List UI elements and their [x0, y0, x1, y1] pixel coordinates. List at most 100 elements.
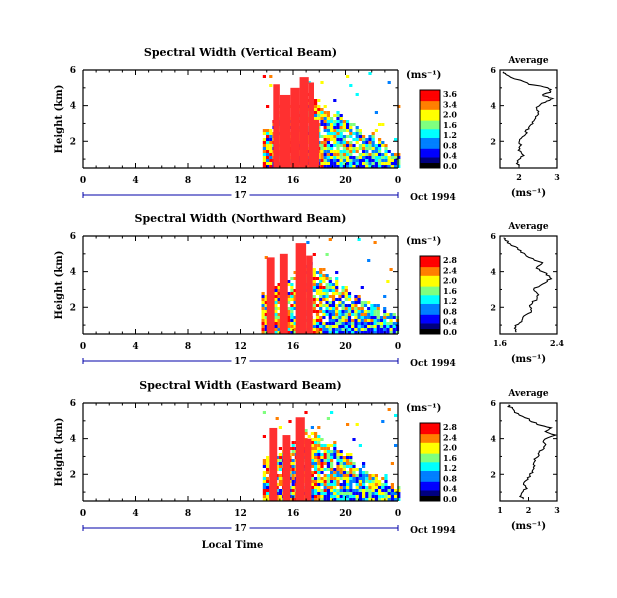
heatmap-cell [339, 126, 343, 129]
heatmap-cell [333, 153, 337, 156]
heatmap-cell [325, 292, 329, 295]
heatmap-cell [278, 480, 282, 483]
heatmap-cell [373, 331, 377, 334]
heatmap-cell [333, 474, 337, 477]
colorbar-tick-label: 1.2 [443, 296, 457, 306]
colorbar-segment [420, 433, 440, 437]
heatmap-cell [374, 474, 378, 477]
colorbar-segment [420, 150, 440, 154]
heatmap-cell [269, 156, 273, 159]
heatmap-cell [319, 304, 323, 307]
average-frame [499, 235, 558, 335]
y-tick-label: 2 [70, 303, 76, 313]
heatmap-cell [376, 331, 380, 334]
heatmap-cell [397, 153, 401, 156]
heatmap-cell [346, 498, 350, 501]
heatmap-cell [330, 495, 334, 498]
y-axis-label: Height (km) [54, 418, 65, 487]
high-width-column [295, 417, 305, 501]
heatmap-cell [335, 283, 339, 286]
heatmap-cell [320, 111, 324, 114]
heatmap-cell [349, 471, 353, 474]
heatmap-cell [262, 159, 266, 162]
heatmap-cell [333, 495, 337, 498]
colorbar-segment [420, 429, 440, 432]
heatmap-cell [351, 322, 355, 325]
day-label: 17 [234, 524, 247, 534]
heatmap-cell [274, 328, 278, 331]
heatmap-cell [326, 162, 330, 165]
heatmap-cell [291, 459, 295, 462]
average-y-tick-label: 2 [490, 302, 496, 312]
heatmap-cell [336, 147, 340, 150]
heatmap-cell [326, 447, 330, 450]
heatmap-cell [335, 292, 339, 295]
average-y-tick-label: 6 [490, 398, 496, 408]
heatmap-cell [374, 111, 378, 114]
colorbar-segment [420, 120, 440, 123]
average-profile-line [502, 71, 555, 167]
heatmap-cell [351, 304, 355, 307]
heatmap-cell [291, 462, 295, 465]
heatmap-cell [384, 498, 388, 501]
heatmap-cell [370, 322, 374, 325]
heatmap-cell [358, 138, 362, 141]
heatmap-cell [326, 114, 330, 117]
heatmap-cell [339, 492, 343, 495]
colorbar-segment [420, 139, 440, 143]
heatmap-cell [312, 298, 316, 301]
colorbar-tick-label: 0.4 [443, 484, 457, 494]
heatmap-cell [378, 156, 382, 159]
panel-title: Spectral Width (Vertical Beam) [144, 46, 337, 59]
heatmap-cell [358, 156, 362, 159]
heatmap-cell [339, 129, 343, 132]
heatmap-cell [266, 150, 270, 153]
heatmap-cell [326, 480, 330, 483]
heatmap-cell [344, 310, 348, 313]
heatmap-cell [336, 111, 340, 114]
heatmap-cell [338, 328, 342, 331]
heatmap-cell [317, 453, 321, 456]
colorbar-segment [420, 303, 440, 307]
heatmap-cell [368, 72, 372, 75]
heatmap-cell [277, 295, 281, 298]
heatmap-cell [317, 471, 321, 474]
heatmap-cell [336, 150, 340, 153]
heatmap-cell [360, 325, 364, 328]
colorbar-frame [419, 422, 441, 502]
heatmap-cell [330, 162, 334, 165]
heatmap-cell [349, 459, 353, 462]
heatmap-cell [384, 150, 388, 153]
heatmap-cell [320, 144, 324, 147]
heatmap-cell [342, 465, 346, 468]
heatmap-cell [312, 277, 316, 280]
heatmap-cell [383, 325, 387, 328]
heatmap-cell [331, 298, 336, 301]
colorbar-segment [420, 472, 440, 476]
colorbar-segment [420, 111, 440, 115]
heatmap-cell [346, 162, 350, 165]
heatmap-cell [336, 477, 340, 480]
heatmap-cell [330, 453, 334, 456]
heatmap-cell [373, 328, 377, 331]
heatmap-cell [371, 132, 375, 135]
heatmap-cell [326, 153, 330, 156]
heatmap-cell [365, 165, 369, 168]
heatmap-cell [330, 120, 334, 123]
colorbar-tick-label: 3.4 [443, 99, 457, 109]
heatmap-cell [290, 298, 294, 301]
heatmap-cell [266, 165, 270, 168]
colorbar-segment [420, 310, 440, 313]
heatmap-cell [293, 292, 297, 295]
heatmap-cell [323, 120, 327, 123]
heatmap-cell [338, 292, 342, 295]
heatmap-cell [349, 141, 353, 144]
heatmap-cell [387, 81, 391, 84]
heatmap-cell [314, 102, 318, 105]
heatmap-cell [336, 165, 340, 168]
heatmap-cell [367, 310, 371, 313]
colorbar-tick-label: 0.8 [443, 306, 457, 316]
heatmap-cell [342, 129, 346, 132]
heatmap-cell [336, 465, 340, 468]
heatmap-cell [317, 459, 321, 462]
